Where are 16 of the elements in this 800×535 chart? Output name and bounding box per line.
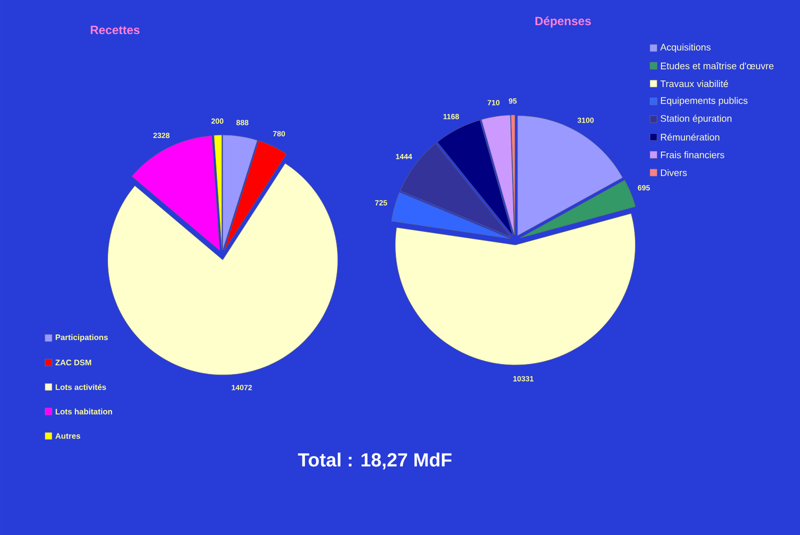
legend-label: Participations — [56, 334, 108, 342]
legend-label: Acquisitions — [660, 44, 711, 52]
chart-title: Dépenses — [535, 16, 591, 28]
legend-label: Frais financiers — [660, 151, 724, 158]
legend-label: Lots habitation — [56, 408, 112, 414]
legend-label: Equipements publics — [660, 96, 748, 106]
legend-label: Etudes et maîtrise d'œuvre — [660, 62, 774, 70]
legend-label: Divers — [660, 169, 687, 176]
legend-label: Rémunération — [660, 133, 720, 141]
text: Total : 18,27 MdF — [298, 452, 452, 470]
legend-label: ZAC DSM — [55, 360, 92, 366]
legend-label: Autres — [55, 433, 80, 439]
legend-label: Station épuration — [660, 114, 732, 124]
chart-title: Recettes — [90, 26, 140, 34]
legend-label: Travaux viabilité — [660, 80, 728, 88]
legend-label: Lots activités — [56, 384, 106, 390]
